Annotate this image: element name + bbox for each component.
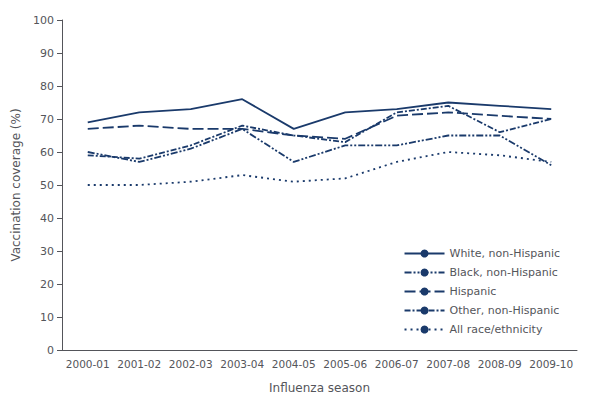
svg-text:White, non-Hispanic: White, non-Hispanic [450,247,560,260]
svg-text:100: 100 [33,14,54,27]
svg-text:All race/ethnicity: All race/ethnicity [450,323,543,336]
svg-text:2008-09: 2008-09 [478,358,522,370]
svg-text:2007-08: 2007-08 [426,358,470,370]
svg-text:2001-02: 2001-02 [117,358,161,370]
svg-text:90: 90 [40,47,54,60]
svg-text:Black, non-Hispanic: Black, non-Hispanic [450,266,558,279]
svg-text:0: 0 [47,344,54,357]
svg-text:30: 30 [40,245,54,258]
svg-text:Influenza season: Influenza season [269,381,370,395]
svg-text:2009-10: 2009-10 [529,358,573,370]
svg-text:Other, non-Hispanic: Other, non-Hispanic [450,304,560,317]
svg-text:2005-06: 2005-06 [323,358,367,370]
svg-text:40: 40 [40,212,54,225]
svg-text:20: 20 [40,278,54,291]
svg-text:2000-01: 2000-01 [66,358,110,370]
svg-text:2002-03: 2002-03 [169,358,213,370]
svg-text:2004-05: 2004-05 [272,358,316,370]
svg-text:2006-07: 2006-07 [375,358,419,370]
svg-text:80: 80 [40,80,54,93]
svg-text:10: 10 [40,311,54,324]
svg-text:60: 60 [40,146,54,159]
svg-text:Hispanic: Hispanic [450,285,497,298]
svg-text:50: 50 [40,179,54,192]
svg-text:70: 70 [40,113,54,126]
svg-text:Vaccination coverage (%): Vaccination coverage (%) [9,108,23,261]
svg-text:2003-04: 2003-04 [220,358,264,370]
